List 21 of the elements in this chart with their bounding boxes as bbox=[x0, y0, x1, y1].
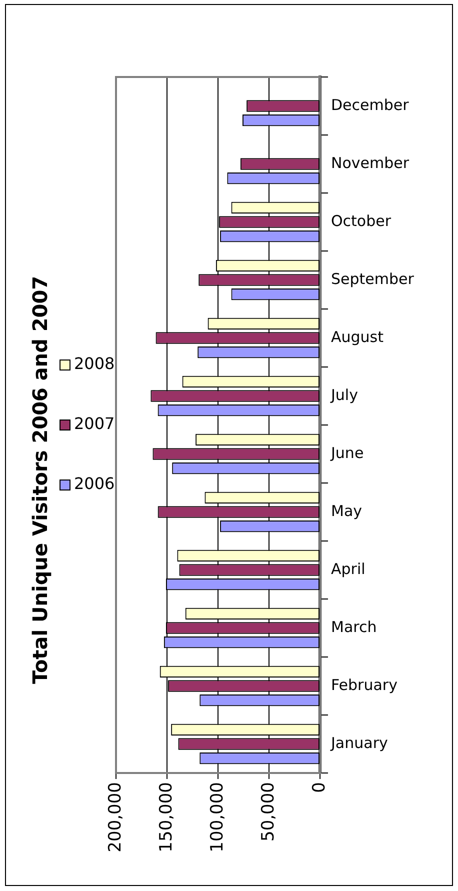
y-tick-label: December bbox=[331, 96, 410, 114]
x-tick-label: 150,000 bbox=[156, 782, 176, 852]
y-tick-label: May bbox=[331, 502, 362, 520]
y-tick-label: September bbox=[331, 270, 415, 288]
y-tick-label: November bbox=[331, 154, 410, 172]
y-tick-label: February bbox=[331, 676, 398, 694]
y-tick-label: January bbox=[330, 734, 388, 752]
y-tick-label: July bbox=[330, 386, 358, 404]
legend-label: 2007 bbox=[74, 414, 115, 434]
legend-label: 2008 bbox=[74, 354, 115, 374]
y-tick-label: June bbox=[330, 444, 364, 462]
x-tick-label: 200,000 bbox=[105, 782, 126, 852]
x-tick-label: 100,000 bbox=[207, 782, 228, 852]
x-tick-label: 0 bbox=[309, 782, 330, 793]
y-tick-label: October bbox=[331, 212, 392, 230]
x-tick-label: 50,000 bbox=[258, 782, 278, 842]
legend-label: 2006 bbox=[74, 474, 115, 494]
y-tick-label: August bbox=[331, 328, 384, 346]
y-tick-label: April bbox=[331, 560, 366, 578]
y-tick-label: March bbox=[331, 618, 377, 636]
text: Total Unique Visitors 2006 and 2007 bbox=[28, 276, 52, 684]
